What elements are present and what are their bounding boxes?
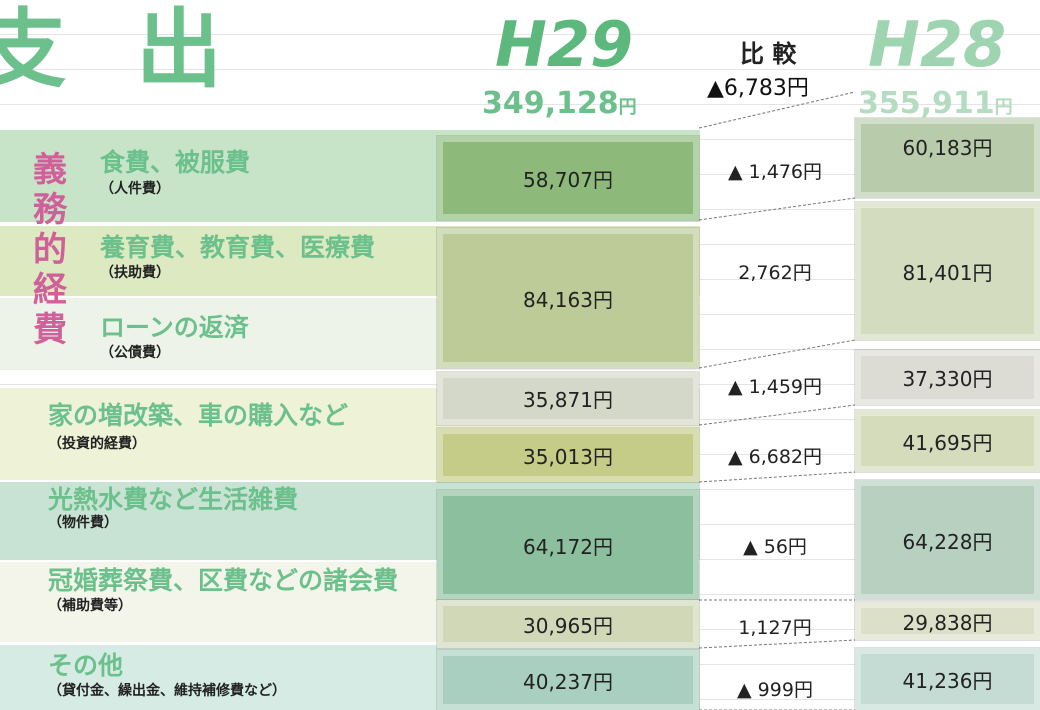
- h29-value: 30,965円: [437, 600, 699, 648]
- diff-value: ▲ 56円: [743, 536, 807, 558]
- current-total: 349,128円: [482, 86, 637, 121]
- current-label: H29: [495, 8, 634, 81]
- unit: 円: [994, 97, 1013, 118]
- category-name: その他: [48, 651, 124, 680]
- connector: [698, 197, 856, 221]
- category-name: 家の増改築、車の購入など: [48, 401, 349, 430]
- connector: [698, 471, 856, 483]
- category-name: 冠婚葬祭費、区費などの諸会費: [48, 566, 399, 595]
- current-total-value: 349,128: [482, 86, 619, 121]
- category-sub: （扶助費）: [100, 265, 170, 281]
- h28-value: 41,236円: [855, 648, 1040, 710]
- h28-value: 41,695円: [855, 410, 1040, 472]
- diff-value: ▲ 1,476円: [727, 161, 823, 183]
- h29-value: 84,163円: [437, 228, 699, 368]
- connector: [698, 404, 856, 426]
- diff-value: 2,762円: [738, 262, 812, 284]
- h28-value: 81,401円: [855, 202, 1040, 340]
- previous-total-value: 355,911: [858, 86, 995, 121]
- h29-value: 35,871円: [437, 372, 699, 425]
- category-sub: （貸付金、繰出金、維持補修費など）: [48, 683, 286, 699]
- category-sub: （人件費）: [100, 181, 170, 197]
- diff-value: ▲ 6,682円: [727, 446, 823, 468]
- category-name: 養育費、教育費、医療費: [100, 233, 376, 262]
- total-diff: ▲6,783円: [707, 76, 809, 101]
- connector: [698, 91, 856, 129]
- diff-value: 1,127円: [738, 617, 812, 639]
- connector: [698, 339, 856, 369]
- category-name: ローンの返済: [100, 313, 249, 342]
- unit: 円: [618, 97, 637, 118]
- previous-label: H28: [868, 8, 1007, 81]
- category-sub: （公債費）: [100, 345, 170, 361]
- h29-value: 64,172円: [437, 490, 699, 600]
- diff-value: ▲ 999円: [737, 679, 813, 701]
- h28-value: 64,228円: [855, 480, 1040, 600]
- h29-value: 35,013円: [437, 428, 699, 482]
- title: 支出: [0, 0, 292, 100]
- h28-value: 37,330円: [855, 350, 1040, 405]
- h28-value: 60,183円: [855, 118, 1040, 198]
- connector: [698, 639, 856, 649]
- h28-value: 29,838円: [855, 602, 1040, 640]
- diff-value: ▲ 1,459円: [727, 376, 823, 398]
- category-sub: （補助費等）: [48, 598, 132, 614]
- h29-value: 58,707円: [437, 136, 699, 220]
- compare-label: 比 較: [740, 40, 797, 68]
- category-sub: （投資的経費）: [48, 436, 146, 452]
- category-sub: （物件費）: [48, 515, 118, 531]
- h29-value: 40,237円: [437, 650, 699, 710]
- category-name: 光熱水費など生活雑費: [48, 485, 299, 514]
- group-label: 義務的経費: [33, 150, 67, 350]
- previous-total: 355,911円: [858, 86, 1013, 121]
- category-name: 食費、被服費: [100, 148, 251, 177]
